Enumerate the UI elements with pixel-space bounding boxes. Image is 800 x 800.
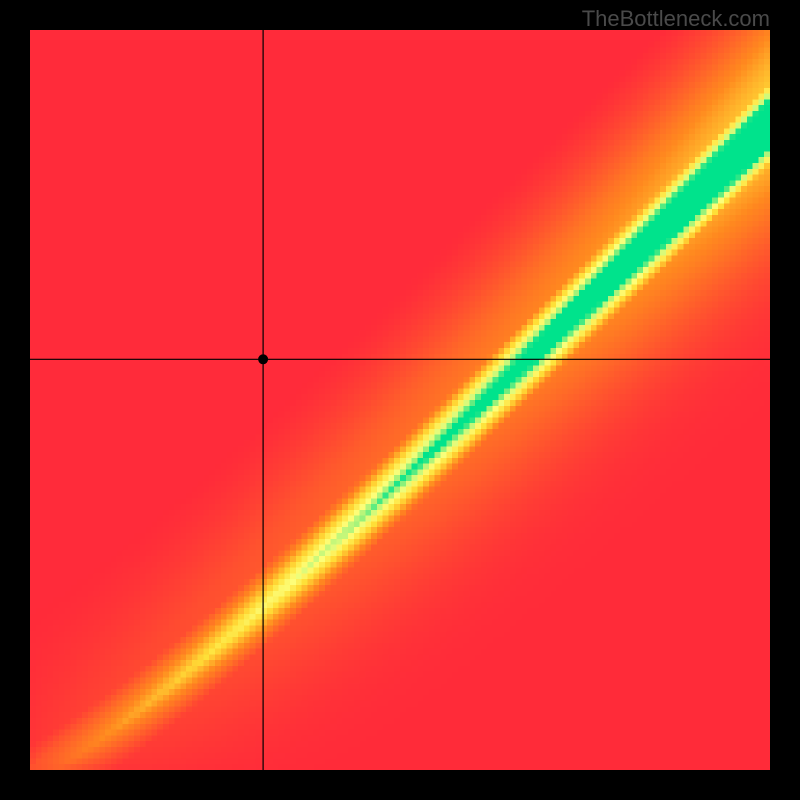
heatmap-container	[30, 30, 770, 770]
bottleneck-heatmap	[30, 30, 770, 770]
watermark-text: TheBottleneck.com	[582, 6, 770, 32]
